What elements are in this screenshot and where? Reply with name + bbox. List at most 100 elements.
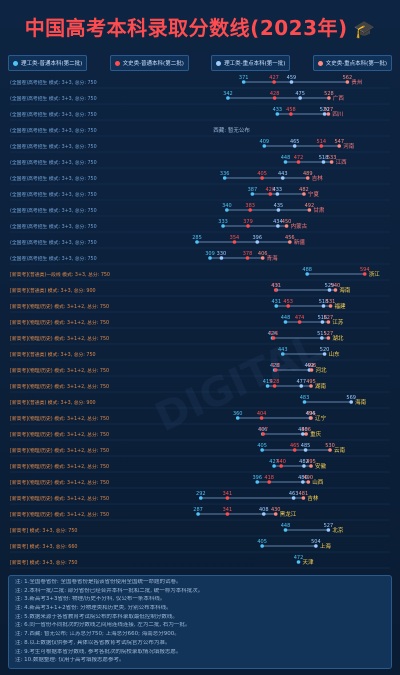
point-label-wen1: 430 [271, 507, 281, 513]
point-li1 [275, 192, 280, 196]
notes-panel: 注: 1.全国卷省份: 全国卷省份是指该省份使用全国统一命题的试卷。 注: 2.… [8, 575, 392, 669]
province-label: 江苏 [332, 318, 344, 326]
point-wen2 [297, 320, 302, 324]
point-label-wen2: 440 [276, 459, 286, 465]
row-note: [新高考](物理/历史) 模式: 3+1+2, 总分: 750 [10, 367, 109, 374]
province-label: 广西 [333, 94, 345, 102]
row-note: (全国卷)高考招生 模式: 3+3, 总分: 750 [10, 159, 97, 166]
point-label-wen2: 405 [257, 171, 267, 177]
point-li2 [222, 176, 227, 180]
point-li1 [302, 464, 306, 468]
point-wen1 [328, 304, 333, 308]
province-label: 湖南 [315, 382, 327, 390]
point-label-wen1: 531 [326, 299, 336, 305]
point-label-wen1: 527 [324, 331, 334, 337]
legend-item-li2[interactable]: 理工类-普通本科(第二批) [8, 55, 88, 71]
row-note: (全国卷)高考招生 模式: 3+3, 总分: 750 [10, 207, 97, 214]
province-label: 海南 [339, 286, 351, 294]
point-label-li1: 408 [259, 507, 269, 513]
point-li2 [283, 528, 288, 532]
legend-item-wen2[interactable]: 文史类-普通本科(第二批) [109, 55, 189, 71]
dot-icon [317, 60, 323, 66]
point-wen2 [279, 464, 283, 468]
point-label-li1: 504 [311, 539, 321, 545]
row-label: 西藏: 暂无公布 [213, 126, 250, 134]
legend-item-wen1[interactable]: 文史类-重点本科(第一批) [312, 55, 392, 71]
point-li2 [280, 352, 285, 356]
point-label-li2: 387 [248, 187, 258, 193]
province-label: 江西 [336, 159, 348, 166]
point-li1 [255, 240, 260, 244]
province-label: 山东 [329, 350, 341, 358]
point-li2 [260, 448, 264, 452]
province-label: 贵州 [351, 78, 362, 86]
point-wen1 [301, 496, 306, 500]
point-extra [272, 80, 276, 84]
point-label-wen1: 406 [258, 251, 268, 257]
point-li2 [262, 144, 267, 148]
point-li2 [226, 96, 230, 100]
point-label-li1: 482 [299, 459, 309, 465]
point-li2 [260, 544, 264, 548]
province-label: 吉林 [312, 174, 324, 182]
note-line: 注: 10.数据整理: 仅用于高考填报志愿参考。 [15, 657, 125, 664]
point-label-li1: 516 [318, 315, 328, 321]
point-label-li2: 424 [268, 331, 278, 337]
point-label-li1: 520 [320, 107, 330, 113]
point-wen1 [302, 192, 306, 196]
row-note: [新高考] 模式: 3+3, 总分: 750 [10, 527, 77, 534]
point-wen2 [259, 416, 264, 420]
point-label-wen1: 527 [324, 107, 334, 113]
point-label-li1: 465 [290, 139, 300, 145]
point-label-wen2: 472 [294, 155, 304, 161]
point-label-wen2: 426 [269, 331, 279, 337]
note-line: 注: 3.新高考3+3省份: 物理/历史不分科, 仅公布一条本科线。 [15, 596, 166, 603]
point-label-wen1: 527 [324, 315, 334, 321]
point-label-li2: 406 [258, 427, 268, 433]
row-note: [新高考] 模式: 3+3, 总分: 660 [10, 543, 77, 550]
note-line: 注: 6.同一省份不同批次的分数线之间用连线连接, 左为二批, 右为一批。 [15, 622, 191, 629]
point-label-li1: 443 [278, 171, 288, 177]
province-label: 宁夏 [308, 190, 320, 198]
point-li2 [283, 320, 288, 324]
point-li1 [326, 528, 331, 532]
province-label: 河北 [316, 366, 328, 374]
point-label-wen1: 496 [307, 363, 317, 369]
province-label: 内蒙古 [291, 222, 308, 230]
point-label-li2: 405 [257, 443, 267, 449]
point-wen1 [260, 256, 265, 260]
point-label-wen2: 379 [243, 219, 253, 225]
point-label-li2: 488 [302, 267, 312, 273]
point-label-wen2: 341 [223, 491, 233, 497]
point-li1 [299, 384, 304, 388]
note-line: 注: 4.新高考3+1+2省份: 分物理类和历史类, 分别公布本科线。 [15, 605, 172, 612]
point-li2 [208, 256, 212, 260]
point-wen1 [284, 224, 289, 228]
row-note: [新高考](普通类) 模式: 3+3, 总分: 900 [10, 287, 96, 294]
province-label: 安徽 [315, 462, 327, 470]
point-label-li1: 480 [298, 475, 308, 481]
point-wen2 [292, 448, 297, 452]
point-label-li1: 515 [317, 331, 327, 337]
legend-item-li1[interactable]: 理工类-重点本科(第一批) [211, 55, 291, 71]
point-li2 [199, 496, 203, 500]
point-wen2 [272, 384, 277, 388]
point-li1 [321, 304, 326, 308]
note-line: 注: 9.考生可根据本省分数线, 参考各批次的院校录取情况填报志愿。 [15, 648, 182, 655]
row-note: [新高考](物理/历史) 模式: 3+1+2, 总分: 750 [10, 303, 109, 310]
point-wen1 [328, 448, 332, 452]
point-wen1 [333, 288, 338, 292]
point-wen2 [261, 432, 266, 436]
legend-label: 理工类-重点本科(第一批) [224, 61, 286, 67]
note-line: 注: 8.以上数据仅供参考, 具体以各省教育考试院官方公布为准。 [15, 639, 171, 646]
point-wen1 [306, 480, 311, 484]
point-label-li1: 463 [289, 491, 299, 497]
point-label-li1: 459 [287, 75, 297, 81]
legend-label: 文史类-重点本科(第一批) [325, 61, 387, 67]
point-label-extra: 514 [317, 139, 327, 145]
dot-icon [13, 60, 18, 66]
point-li1 [327, 288, 332, 292]
point-label-li1: 569 [346, 395, 356, 401]
point-label-wen1: 547 [334, 139, 344, 145]
